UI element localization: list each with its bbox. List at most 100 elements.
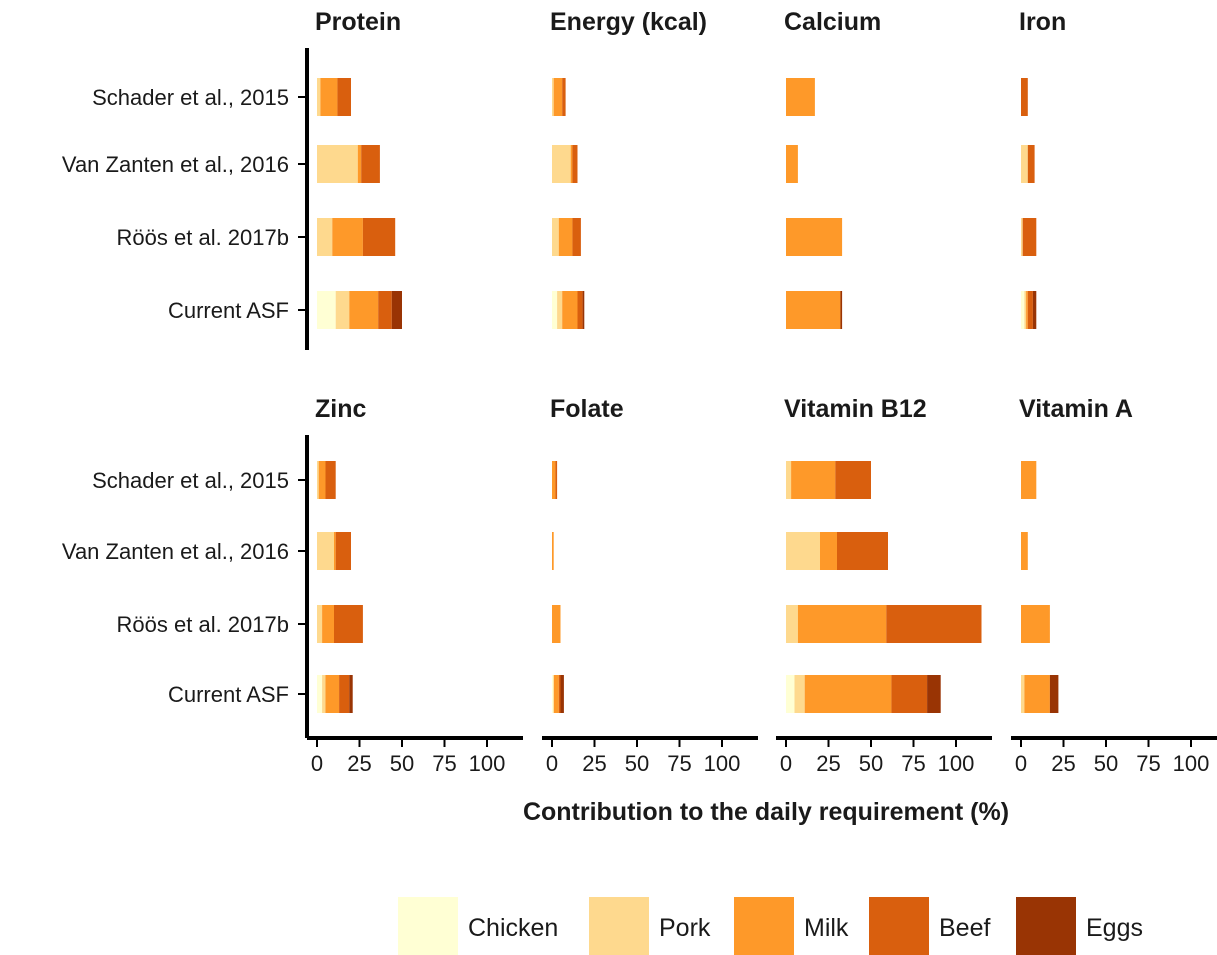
y-tick-label: Current ASF — [168, 682, 289, 707]
x-tick-label: 100 — [469, 751, 506, 776]
legend: Chicken Pork Milk Beef Eggs — [398, 897, 1143, 955]
legend-label: Beef — [939, 914, 990, 942]
bar-segment-pork — [557, 291, 563, 329]
bar-segment-beef — [891, 675, 928, 713]
bar-segment-pork — [786, 605, 798, 643]
x-tick-label: 100 — [1173, 751, 1210, 776]
x-tick-label: 25 — [347, 751, 371, 776]
bar-segment-milk — [552, 532, 554, 570]
panel-folate: Folate 0 25 50 75 100 — [542, 395, 758, 776]
bar-segment-milk — [553, 78, 563, 116]
y-tick-label: Van Zanten et al., 2016 — [62, 539, 289, 564]
bar-segment-pork — [317, 218, 333, 256]
bar-segment-eggs — [560, 675, 564, 713]
x-tick-label: 75 — [432, 751, 456, 776]
panel-title: Vitamin B12 — [784, 395, 927, 423]
legend-swatch — [398, 897, 458, 955]
bar-segment-pork — [317, 532, 334, 570]
x-tick-label: 50 — [390, 751, 414, 776]
x-tick-label: 50 — [625, 751, 649, 776]
bar-segment-milk — [558, 218, 573, 256]
panel-title: Calcium — [784, 8, 881, 36]
legend-swatch — [589, 897, 649, 955]
bar-segment-eggs — [391, 291, 402, 329]
bar-segment-pork — [552, 145, 571, 183]
panel-title: Protein — [315, 8, 401, 36]
bar-segment-milk — [325, 675, 340, 713]
panel-title: Iron — [1019, 8, 1066, 36]
y-tick-label: Schader et al., 2015 — [92, 85, 289, 110]
bar-segment-beef — [572, 218, 581, 256]
bar-segment-beef — [325, 461, 336, 499]
bar-segment-milk — [553, 675, 559, 713]
bar-segment-beef — [572, 145, 578, 183]
bar-segment-milk — [552, 605, 561, 643]
bar-segment-beef — [337, 78, 351, 116]
bar-segment-milk — [349, 291, 379, 329]
bar-segment-beef — [1027, 145, 1035, 183]
bar-segment-milk — [1026, 291, 1028, 329]
x-tick-label: 100 — [938, 751, 975, 776]
bar-segment-eggs — [927, 675, 941, 713]
bar-segment-pork — [1024, 291, 1027, 329]
x-tick-label: 75 — [1136, 751, 1160, 776]
panel-title: Energy (kcal) — [550, 8, 707, 36]
chart-axes: Schader et al., 2015 Van Zanten et al., 2… — [62, 48, 309, 738]
bar-segment-beef — [886, 605, 982, 643]
bar-segment-eggs — [1032, 291, 1037, 329]
y-tick-label: Röös et al. 2017b — [117, 612, 289, 637]
bar-segment-eggs — [582, 291, 585, 329]
legend-label: Pork — [659, 914, 711, 942]
bar-segment-beef — [362, 218, 396, 256]
bar-segment-milk — [820, 532, 837, 570]
bar-segment-pork — [317, 78, 321, 116]
bar-segment-milk — [322, 605, 334, 643]
legend-item-milk: Milk — [734, 897, 849, 955]
panel-zinc: Zinc 0 25 50 75 100 — [307, 395, 523, 776]
chart-panels: Protein Energy (kcal) Calcium Iron Zinc 0 25 50… — [307, 8, 1217, 776]
bar-segment-chicken — [786, 675, 795, 713]
bar-segment-chicken — [1021, 291, 1025, 329]
x-tick-label: 75 — [901, 751, 925, 776]
bar-segment-milk — [318, 461, 326, 499]
bar-segment-beef — [334, 605, 363, 643]
x-tick-label: 0 — [1015, 751, 1027, 776]
bar-segment-beef — [378, 291, 392, 329]
bar-segment-milk — [320, 78, 338, 116]
panel-calcium: Calcium — [784, 8, 881, 329]
panel-energy-kcal: Energy (kcal) — [550, 8, 707, 329]
legend-label: Eggs — [1086, 914, 1143, 942]
bar-segment-beef — [335, 532, 351, 570]
y-tick-label: Röös et al. 2017b — [117, 225, 289, 250]
panel-protein: Protein — [315, 8, 402, 329]
bar-segment-beef — [835, 461, 871, 499]
x-tick-label: 25 — [582, 751, 606, 776]
panel-vitamin-b12: Vitamin B12 0 25 50 75 100 — [776, 395, 992, 776]
bar-segment-beef — [577, 291, 583, 329]
legend-swatch — [1016, 897, 1076, 955]
bar-segment-pork — [317, 145, 358, 183]
bar-segment-pork — [322, 675, 326, 713]
bar-segment-beef — [339, 675, 350, 713]
bar-segment-milk — [1024, 675, 1050, 713]
bar-segment-eggs — [840, 291, 843, 329]
bar-segment-chicken — [552, 291, 558, 329]
bar-segment-chicken — [552, 675, 554, 713]
bar-segment-beef — [1027, 291, 1033, 329]
legend-label: Chicken — [468, 914, 558, 942]
panel-vitamin-a: Vitamin A 0 25 50 75 100 — [1011, 395, 1217, 776]
bar-segment-pork — [317, 605, 323, 643]
bar-segment-pork — [1021, 675, 1025, 713]
x-axis-title: Contribution to the daily requirement (%… — [523, 798, 1009, 826]
bar-segment-milk — [797, 605, 887, 643]
bar-segment-beef — [558, 675, 561, 713]
bar-segment-beef — [562, 78, 566, 116]
panel-title: Folate — [550, 395, 624, 423]
bar-segment-chicken — [317, 291, 336, 329]
legend-item-pork: Pork — [589, 897, 711, 955]
x-tick-label: 25 — [816, 751, 840, 776]
bar-segment-milk — [562, 291, 578, 329]
bar-segment-milk — [791, 461, 836, 499]
x-tick-label: 50 — [1094, 751, 1118, 776]
